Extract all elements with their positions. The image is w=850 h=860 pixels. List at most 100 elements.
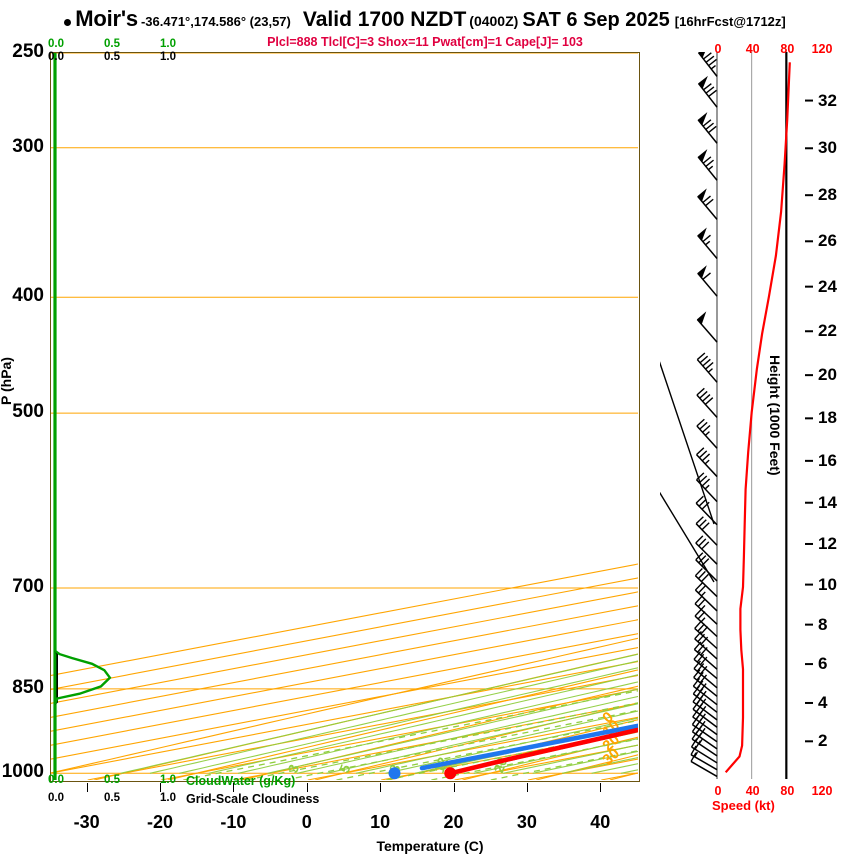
speed-tick-0-bottom: 0 bbox=[714, 784, 722, 798]
wind-barb bbox=[694, 568, 718, 598]
temperature-tick-mark bbox=[233, 783, 235, 792]
isotherm-line bbox=[51, 563, 638, 677]
height-tick-2: 2 bbox=[818, 731, 828, 751]
wind-barb bbox=[693, 641, 718, 670]
isotherm-line bbox=[51, 647, 638, 760]
speed-tick-80-top: 80 bbox=[780, 42, 795, 56]
cloudwater-trace bbox=[53, 649, 112, 705]
station-coords: -36.471°,174.586° (23,57) bbox=[140, 14, 291, 29]
pressure-axis-label: P (hPa) bbox=[0, 357, 14, 405]
valid-date: SAT 6 Sep 2025 bbox=[522, 9, 670, 31]
height-tick-28: 28 bbox=[818, 185, 837, 205]
cloud-scale-legend: 0.0 0.5 1.0 0.0 0.5 1.0 CloudWater (g/Kg) Grid-… bbox=[48, 774, 450, 818]
temperature-tick-0: 0 bbox=[301, 812, 312, 832]
speed-tick-0-top: 0 bbox=[714, 42, 722, 56]
stability-indices: Plcl=888 Tlcl[C]=3 Shox=11 Pwat[cm]=1 Ca… bbox=[267, 35, 583, 49]
temperature-tick--10: -10 bbox=[220, 812, 247, 832]
cloudiness-top-tick-0.5: 0.5 bbox=[104, 51, 120, 63]
wind-barb bbox=[696, 387, 718, 418]
height-tick-24: 24 bbox=[818, 276, 837, 296]
height-tick-22: 22 bbox=[818, 321, 837, 341]
height-tick-14: 14 bbox=[818, 492, 837, 512]
wind-barb bbox=[697, 227, 718, 259]
wind-barb bbox=[695, 516, 718, 546]
moist-adiabat-line bbox=[120, 653, 638, 774]
dry-adiabat-line bbox=[536, 754, 638, 780]
height-tick-8: 8 bbox=[818, 614, 828, 634]
pressure-tick-700: 700 bbox=[12, 575, 44, 597]
wind-barb bbox=[695, 535, 718, 565]
height-axis-canvas bbox=[805, 99, 813, 743]
isotherm-line bbox=[51, 633, 638, 746]
height-axis-label: Height (1000 Feet) bbox=[767, 355, 783, 476]
wind-barb bbox=[693, 660, 718, 689]
height-tick-4: 4 bbox=[818, 692, 828, 712]
height-tick-20: 20 bbox=[818, 365, 837, 385]
height-tick-10: 10 bbox=[818, 574, 837, 594]
wind-barb bbox=[697, 265, 718, 297]
height-tick-18: 18 bbox=[818, 408, 837, 428]
wind-barb bbox=[695, 552, 718, 582]
moist-adiabat-line bbox=[208, 674, 638, 774]
moist-adiabat-line bbox=[149, 660, 638, 774]
mixing-ratio-line bbox=[336, 719, 638, 780]
temperature-tick-mark bbox=[306, 783, 308, 792]
isotherm-line bbox=[381, 730, 638, 780]
isotherm-line bbox=[51, 591, 638, 704]
moist-adiabat-line bbox=[238, 681, 638, 774]
wind-barb-panel bbox=[634, 45, 735, 782]
wind-barb bbox=[696, 352, 718, 383]
temperature-tick-mark bbox=[453, 783, 455, 792]
dry-adiabat-line bbox=[167, 669, 638, 780]
height-tick-16: 16 bbox=[818, 450, 837, 470]
temperature-tick-30: 30 bbox=[516, 812, 537, 832]
speed-tick-40-bottom: 40 bbox=[745, 784, 760, 798]
cloudwater-tick-0.0: 0.0 bbox=[48, 774, 64, 786]
cloudiness-legend-title: Grid-Scale Cloudiness bbox=[186, 792, 320, 806]
dry-adiabat-line bbox=[388, 719, 638, 780]
speed-tick-80-bottom: 80 bbox=[780, 784, 795, 798]
temperature-trace bbox=[448, 727, 638, 776]
temperature-tick--20: -20 bbox=[147, 812, 174, 832]
wind-barb-canvas bbox=[634, 45, 718, 779]
height-tick-32: 32 bbox=[818, 90, 837, 110]
temperature-tick-mark bbox=[600, 783, 602, 792]
moist-adiabat-line bbox=[296, 695, 638, 774]
temperature-tick-mark bbox=[380, 783, 382, 792]
isotherm-line bbox=[51, 605, 638, 718]
temperature-tick-10: 10 bbox=[370, 812, 391, 832]
height-tick-6: 6 bbox=[818, 654, 828, 674]
cloudiness-top-tick-0.0: 0.0 bbox=[48, 51, 64, 63]
cloudwater-tick-0.5: 0.5 bbox=[104, 774, 120, 786]
header: Moir's -36.471°,174.586° (23,57) Valid 170… bbox=[0, 6, 850, 49]
wind-barb bbox=[690, 745, 718, 771]
cloudwater-legend-title: CloudWater (g/Kg) bbox=[186, 774, 296, 788]
pressure-tick-400: 400 bbox=[12, 285, 44, 307]
speed-tick-120-top: 120 bbox=[811, 42, 833, 56]
station-name: Moir's bbox=[75, 6, 138, 31]
isotherm-line bbox=[51, 660, 638, 774]
wind-barb bbox=[694, 582, 718, 612]
cloudiness-top-tick-1.0: 1.0 bbox=[160, 51, 176, 63]
temperature-tick-40: 40 bbox=[590, 812, 611, 832]
dry-adiabat-line bbox=[51, 637, 638, 774]
surface-temperature-marker bbox=[444, 767, 457, 780]
pressure-tick-250: 250 bbox=[12, 41, 44, 62]
cloudwater-top-tick-0.0: 0.0 bbox=[48, 38, 64, 50]
cloudwater-tick-1.0: 1.0 bbox=[160, 774, 176, 786]
isotherm-line bbox=[51, 577, 638, 690]
mixing-ratio-line bbox=[183, 690, 638, 780]
pressure-tick-300: 300 bbox=[12, 135, 44, 157]
wind-barb bbox=[695, 495, 718, 526]
cloudwater-top-tick-0.5: 0.5 bbox=[104, 38, 120, 50]
temperature-tick-mark bbox=[160, 783, 162, 792]
wind-barb bbox=[692, 677, 718, 706]
wind-barb bbox=[694, 620, 718, 650]
dry-adiabat-line bbox=[609, 772, 638, 780]
cloud-scale-legend-top: 0.0 0.5 1.0 0.0 0.5 1.0 bbox=[48, 38, 250, 66]
moist-adiabat-line bbox=[179, 667, 638, 774]
height-tick-26: 26 bbox=[818, 231, 837, 251]
temperature-tick-mark bbox=[86, 783, 88, 792]
speed-tick-120-bottom: 120 bbox=[811, 784, 833, 798]
mixing-ratio-line bbox=[245, 702, 638, 780]
